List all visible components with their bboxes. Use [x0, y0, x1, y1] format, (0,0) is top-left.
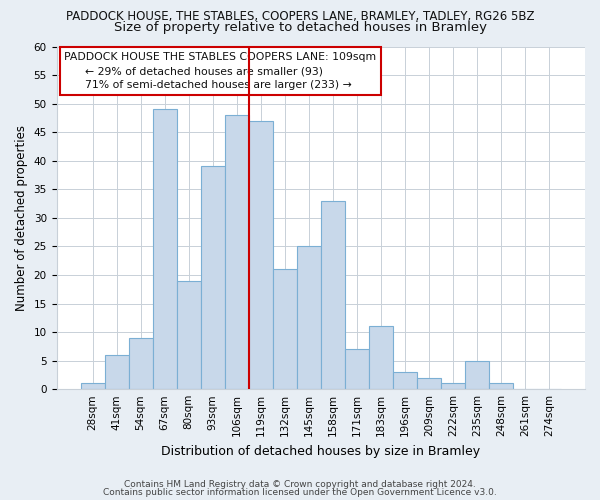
Bar: [489, 384, 513, 389]
Bar: [369, 326, 393, 389]
Bar: [128, 338, 152, 389]
Bar: [104, 355, 128, 389]
Text: Size of property relative to detached houses in Bramley: Size of property relative to detached ho…: [113, 21, 487, 34]
Y-axis label: Number of detached properties: Number of detached properties: [15, 125, 28, 311]
Bar: [393, 372, 417, 389]
Bar: [345, 349, 369, 389]
X-axis label: Distribution of detached houses by size in Bramley: Distribution of detached houses by size …: [161, 444, 481, 458]
Bar: [176, 280, 200, 389]
Bar: [224, 115, 248, 389]
Bar: [297, 246, 321, 389]
Bar: [152, 110, 176, 389]
Bar: [80, 384, 104, 389]
Bar: [321, 200, 345, 389]
Text: PADDOCK HOUSE THE STABLES COOPERS LANE: 109sqm
      ← 29% of detached houses ar: PADDOCK HOUSE THE STABLES COOPERS LANE: …: [64, 52, 377, 90]
Bar: [441, 384, 465, 389]
Bar: [200, 166, 224, 389]
Text: Contains HM Land Registry data © Crown copyright and database right 2024.: Contains HM Land Registry data © Crown c…: [124, 480, 476, 489]
Bar: [273, 269, 297, 389]
Text: PADDOCK HOUSE, THE STABLES, COOPERS LANE, BRAMLEY, TADLEY, RG26 5BZ: PADDOCK HOUSE, THE STABLES, COOPERS LANE…: [66, 10, 534, 23]
Text: Contains public sector information licensed under the Open Government Licence v3: Contains public sector information licen…: [103, 488, 497, 497]
Bar: [417, 378, 441, 389]
Bar: [248, 120, 273, 389]
Bar: [465, 360, 489, 389]
